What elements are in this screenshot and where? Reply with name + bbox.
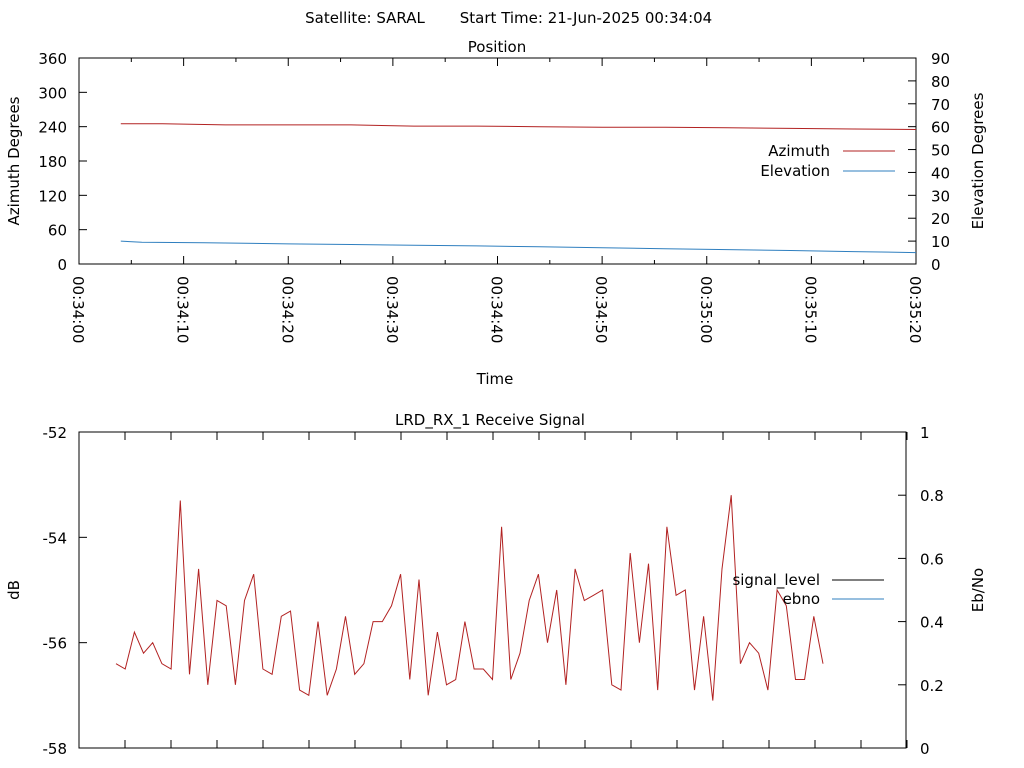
y-tick-label: 60 [48,222,67,240]
y2-tick-label: 0 [931,256,941,274]
legend-label-signal-level: signal_level [732,571,820,590]
satellite-label: Satellite: SARAL [305,9,425,27]
legend-label-elevation: Elevation [760,162,830,180]
db-tick-label: -56 [43,635,68,653]
y-tick-label: 180 [38,153,67,171]
legend-label-ebno: ebno [783,590,820,608]
y-tick-label: 120 [38,187,67,205]
y2-tick-label: 60 [931,119,950,137]
y2-tick-label: 50 [931,142,950,160]
signal-level-line [115,495,824,701]
y-tick-label: 0 [57,256,67,274]
ebno-tick-label: 0.8 [920,487,944,505]
y-tick-label: 240 [38,119,67,137]
position-chart: Position Azimuth Degrees Elevation Degre… [5,38,987,388]
db-tick-label: -54 [43,529,68,547]
y2-tick-label: 20 [931,210,950,228]
azimuth-axis-label: Azimuth Degrees [5,96,23,225]
y2-tick-label: 10 [931,233,950,251]
elevation-line [120,240,917,254]
ebno-tick-label: 0.2 [920,677,944,695]
start-time-label: Start Time: 21-Jun-2025 00:34:04 [460,9,712,27]
x-tick-label: 00:35:00 [697,276,715,343]
ebno-tick-label: 0 [920,740,930,758]
y2-tick-label: 70 [931,96,950,114]
legend-label-azimuth: Azimuth [768,142,830,160]
ebno-tick-label: 1 [920,424,930,442]
receive-signal-chart-title: LRD_RX_1 Receive Signal [395,411,585,430]
time-axis-label: Time [476,370,514,388]
x-tick-label: 00:34:50 [592,276,610,343]
db-tick-label: -58 [43,740,68,758]
receive-signal-chart: LRD_RX_1 Receive Signal dB Eb/No -58 -56 -… [5,411,987,758]
db-axis-label: dB [5,580,23,600]
elevation-axis-label: Elevation Degrees [969,92,987,229]
db-tick-label: -52 [43,424,68,442]
y2-tick-label: 30 [931,187,950,205]
ebno-axis-label: Eb/No [969,568,987,612]
y2-tick-label: 40 [931,164,950,182]
y-tick-label: 360 [38,50,67,68]
x-tick-label: 00:34:10 [174,276,192,343]
ebno-tick-label: 0.4 [920,614,944,632]
azimuth-line [120,123,917,130]
x-tick-label: 00:34:30 [383,276,401,343]
x-tick-label: 00:34:20 [278,276,296,343]
x-tick-label: 00:35:20 [906,276,924,343]
position-plot-area [78,57,917,265]
position-chart-title: Position [468,38,526,56]
y2-tick-label: 90 [931,50,950,68]
y-tick-label: 300 [38,84,67,102]
x-tick-label: 00:35:10 [801,276,819,343]
x-tick-label: 00:34:40 [488,276,506,343]
ebno-tick-label: 0.6 [920,550,944,568]
x-tick-label: 00:34:00 [69,276,87,343]
y2-tick-label: 80 [931,73,950,91]
